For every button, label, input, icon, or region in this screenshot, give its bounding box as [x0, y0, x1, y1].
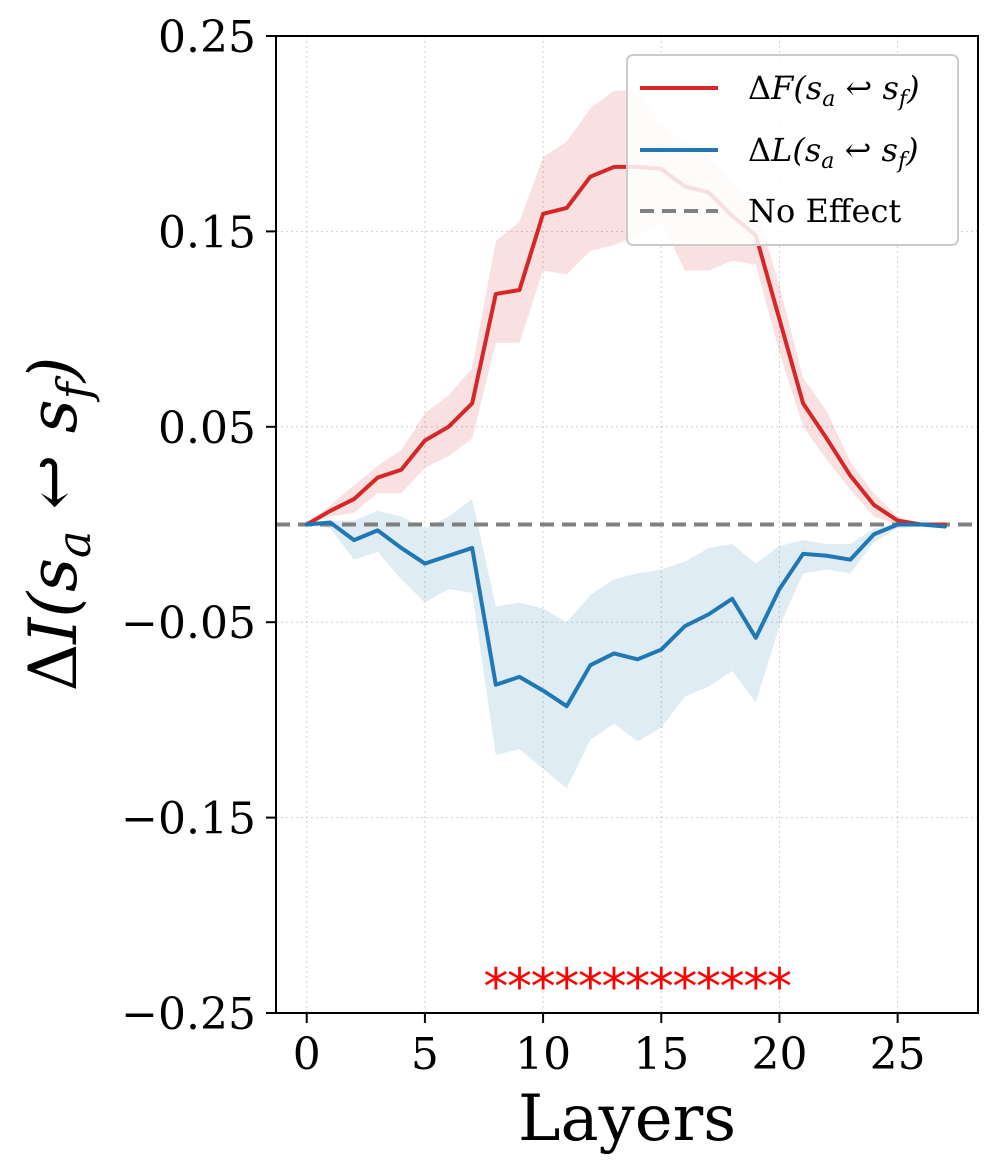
- x-tick-label: 5: [411, 1029, 439, 1080]
- significance-star: *: [696, 958, 721, 1016]
- y-tick-label: 0.05: [158, 403, 256, 454]
- significance-star: *: [649, 958, 674, 1016]
- legend: ΔF(sa ↩ sf) ΔL(sa ↩ sf) No Effect: [626, 54, 959, 246]
- y-tick-label: −0.05: [121, 598, 256, 649]
- x-tick-label: 25: [870, 1029, 926, 1080]
- significance-star: *: [554, 958, 579, 1016]
- significance-star: *: [767, 958, 792, 1016]
- series-line-0: [304, 164, 947, 527]
- confidence-band-0: [306, 90, 945, 525]
- significance-star: *: [578, 958, 603, 1016]
- confidence-band-1: [306, 499, 945, 789]
- plot-frame: [275, 35, 979, 1014]
- significance-star: *: [743, 958, 768, 1016]
- y-axis-ticks: 0.25 0.15 0.05 −0.05 −0.15 −0.25: [121, 12, 276, 1040]
- x-tick-label: 20: [751, 1029, 807, 1080]
- significance-star: *: [625, 958, 650, 1016]
- series-line-1: [304, 520, 947, 709]
- significance-star: *: [483, 958, 508, 1016]
- y-tick-label: −0.25: [121, 989, 256, 1040]
- confidence-bands: [306, 90, 945, 789]
- y-tick-label: 0.15: [158, 207, 256, 258]
- x-tick-label: 0: [293, 1029, 321, 1080]
- significance-star: *: [672, 958, 697, 1016]
- significance-markers: *************: [483, 958, 792, 1016]
- x-axis-ticks: 0 5 10 15 20 25: [293, 1013, 926, 1080]
- legend-label-no-effect: No Effect: [748, 192, 901, 230]
- significance-star: *: [507, 958, 532, 1016]
- series-lines: [304, 164, 947, 709]
- y-axis-label: ΔI(sa ↩ sf): [15, 357, 101, 692]
- significance-star: *: [720, 958, 745, 1016]
- significance-star: *: [602, 958, 627, 1016]
- x-tick-label: 10: [515, 1029, 571, 1080]
- y-tick-label: −0.15: [121, 794, 256, 845]
- x-tick-label: 15: [633, 1029, 689, 1080]
- x-axis-label: Layers: [518, 1082, 736, 1156]
- y-tick-label: 0.25: [158, 12, 256, 63]
- significance-star: *: [531, 958, 556, 1016]
- legend-box: [626, 54, 959, 246]
